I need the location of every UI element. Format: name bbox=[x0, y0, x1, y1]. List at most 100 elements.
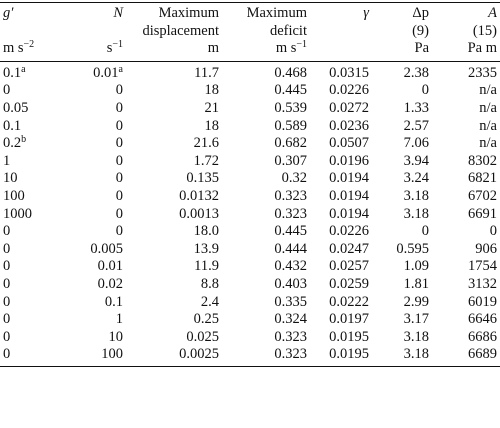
cell-n: 0 bbox=[62, 206, 126, 224]
unit-gamma bbox=[310, 40, 372, 62]
unit-exponent: −1 bbox=[296, 39, 307, 51]
cell-delta-p: 7.06 bbox=[372, 135, 432, 153]
cell-g-prime: 0.1a bbox=[0, 61, 62, 82]
cell-a-value: 2335 bbox=[468, 64, 497, 81]
cell-n-value: 0.1 bbox=[104, 293, 123, 310]
cell-g-prime-value: 0 bbox=[3, 293, 11, 310]
cell-max-deficit-value: 0.682 bbox=[274, 135, 307, 152]
cell-g-prime: 0 bbox=[0, 276, 62, 294]
cell-max-displacement-value: 2.4 bbox=[200, 293, 219, 310]
cell-max-deficit-value: 0.335 bbox=[274, 293, 307, 310]
table-row: 0 0.01 11.9 0.432 0.0257 1.09 1754 bbox=[0, 258, 500, 276]
cell-g-prime-value: 0 bbox=[3, 346, 11, 363]
cell-max-displacement: 0.135 bbox=[126, 170, 222, 188]
cell-gamma-value: 0.0247 bbox=[329, 240, 369, 257]
cell-n: 0 bbox=[62, 82, 126, 100]
cell-delta-p: 3.24 bbox=[372, 170, 432, 188]
cell-g-prime: 0.2b bbox=[0, 135, 62, 153]
cell-a: n/a bbox=[432, 100, 500, 118]
cell-max-displacement: 11.9 bbox=[126, 258, 222, 276]
cell-g-prime-value: 0.05 bbox=[3, 99, 29, 116]
cell-gamma: 0.0507 bbox=[310, 135, 372, 153]
cell-gamma-value: 0.0194 bbox=[329, 187, 369, 204]
cell-gamma: 0.0259 bbox=[310, 276, 372, 294]
cell-delta-p: 1.09 bbox=[372, 258, 432, 276]
header-n: N bbox=[62, 1, 126, 23]
cell-gamma: 0.0196 bbox=[310, 153, 372, 171]
cell-max-deficit: 0.468 bbox=[222, 61, 310, 82]
cell-a-value: 906 bbox=[475, 240, 497, 257]
cell-gamma-value: 0.0195 bbox=[329, 328, 369, 345]
cell-max-displacement-value: 21.6 bbox=[193, 135, 219, 152]
cell-gamma-value: 0.0226 bbox=[329, 223, 369, 240]
cell-max-deficit-value: 0.403 bbox=[274, 275, 307, 292]
cell-a: n/a bbox=[432, 135, 500, 153]
cell-max-displacement-value: 11.7 bbox=[194, 64, 219, 81]
header-sub-delta-p: (9) bbox=[412, 22, 429, 39]
cell-delta-p: 0 bbox=[372, 82, 432, 100]
cell-gamma-value: 0.0194 bbox=[329, 170, 369, 187]
cell-max-displacement-value: 0.25 bbox=[193, 311, 219, 328]
table-body: 0.1a 0.01a 11.7 0.468 0.0315 2.38 2335 0 0 18 0.44… bbox=[0, 61, 500, 367]
cell-g-prime-value: 0.1 bbox=[3, 117, 22, 134]
unit-exponent: −2 bbox=[23, 39, 35, 51]
cell-delta-p: 2.38 bbox=[372, 61, 432, 82]
table-row: 10 0 0.135 0.32 0.0194 3.24 6821 bbox=[0, 170, 500, 188]
cell-max-displacement: 18 bbox=[126, 118, 222, 136]
cell-delta-p: 1.33 bbox=[372, 100, 432, 118]
cell-gamma-value: 0.0194 bbox=[329, 205, 369, 222]
cell-a: n/a bbox=[432, 82, 500, 100]
cell-max-displacement-value: 11.9 bbox=[194, 258, 219, 275]
cell-delta-p-value: 3.18 bbox=[403, 328, 429, 345]
cell-n: 100 bbox=[62, 346, 126, 367]
cell-max-deficit: 0.432 bbox=[222, 258, 310, 276]
cell-a-value: 3132 bbox=[468, 275, 497, 292]
cell-n-value: 0 bbox=[115, 117, 123, 134]
cell-a: 6702 bbox=[432, 188, 500, 206]
cell-max-deficit-value: 0.445 bbox=[274, 82, 307, 99]
cell-delta-p: 3.18 bbox=[372, 188, 432, 206]
table-row: 0.1a 0.01a 11.7 0.468 0.0315 2.38 2335 bbox=[0, 61, 500, 82]
cell-max-deficit-value: 0.432 bbox=[274, 258, 307, 275]
cell-max-displacement-value: 13.9 bbox=[193, 240, 219, 257]
cell-n: 0 bbox=[62, 135, 126, 153]
cell-n-value: 0 bbox=[115, 135, 123, 152]
cell-max-deficit-value: 0.468 bbox=[274, 64, 307, 81]
cell-max-displacement: 0.025 bbox=[126, 329, 222, 347]
cell-max-deficit-value: 0.445 bbox=[274, 223, 307, 240]
cell-max-displacement: 0.0013 bbox=[126, 206, 222, 224]
cell-delta-p-value: 3.18 bbox=[403, 346, 429, 363]
unit-g: m s−2 bbox=[0, 39, 62, 62]
cell-n-value: 1 bbox=[115, 311, 123, 328]
cell-gamma-value: 0.0226 bbox=[329, 82, 369, 99]
cell-a-value: 6691 bbox=[468, 205, 497, 222]
cell-delta-p: 1.81 bbox=[372, 276, 432, 294]
cell-a: 6019 bbox=[432, 294, 500, 312]
cell-max-displacement-value: 0.025 bbox=[186, 328, 219, 345]
header-sub-gamma bbox=[310, 23, 372, 41]
cell-max-displacement-value: 18 bbox=[204, 82, 220, 99]
header-sub-n bbox=[62, 23, 126, 41]
cell-n-value: 0 bbox=[115, 82, 123, 99]
unit-a: Pa m bbox=[432, 40, 500, 62]
cell-a-value: 1754 bbox=[468, 258, 497, 275]
cell-gamma-value: 0.0257 bbox=[329, 258, 369, 275]
cell-max-deficit: 0.445 bbox=[222, 223, 310, 241]
table-row: 0.05 0 21 0.539 0.0272 1.33 n/a bbox=[0, 100, 500, 118]
cell-max-displacement-value: 0.0132 bbox=[179, 187, 219, 204]
cell-gamma: 0.0194 bbox=[310, 170, 372, 188]
cell-gamma-value: 0.0195 bbox=[329, 346, 369, 363]
cell-delta-p-value: 3.24 bbox=[403, 170, 429, 187]
cell-g-prime-value: 0 bbox=[3, 258, 11, 275]
cell-gamma: 0.0236 bbox=[310, 118, 372, 136]
cell-delta-p-value: 1.33 bbox=[403, 99, 429, 116]
cell-n: 0.02 bbox=[62, 276, 126, 294]
cell-max-displacement-value: 0.0025 bbox=[179, 346, 219, 363]
table-row: 1 0 1.72 0.307 0.0196 3.94 8302 bbox=[0, 153, 500, 171]
table-row: 0 0.1 2.4 0.335 0.0222 2.99 6019 bbox=[0, 294, 500, 312]
cell-max-deficit-value: 0.307 bbox=[274, 152, 307, 169]
header-sub-displacement: displacement bbox=[142, 22, 219, 39]
cell-n: 0 bbox=[62, 170, 126, 188]
cell-max-displacement: 0.0025 bbox=[126, 346, 222, 367]
